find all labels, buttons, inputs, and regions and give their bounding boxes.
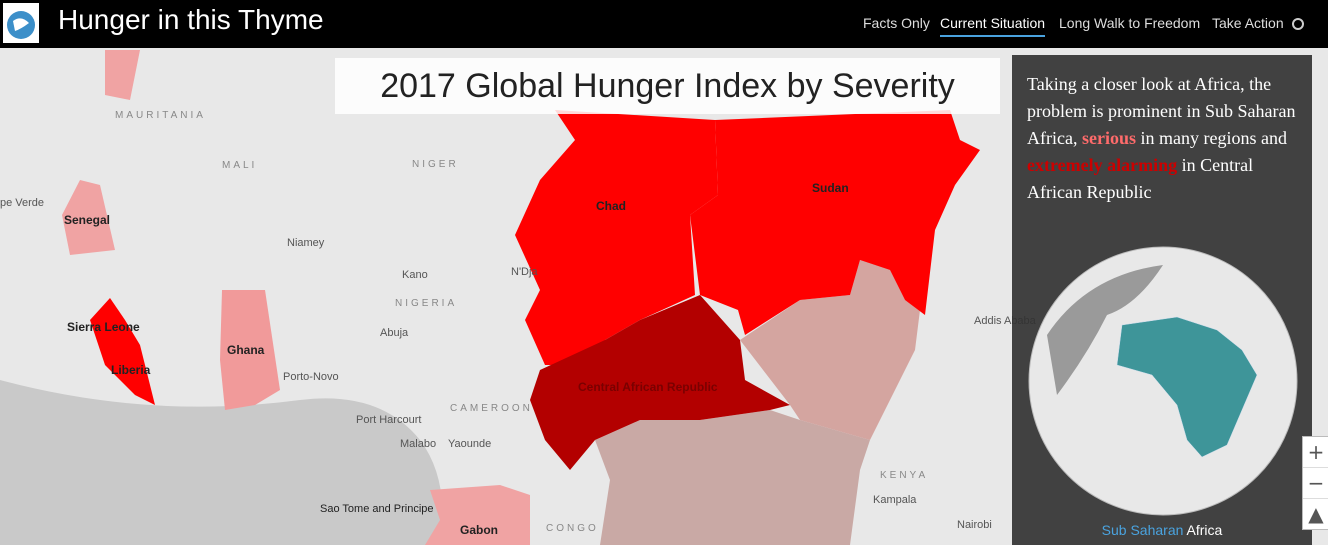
zoom-out[interactable]: − bbox=[1303, 468, 1328, 499]
map-label: Central African Republic bbox=[578, 380, 718, 394]
map-label: Porto-Novo bbox=[283, 371, 339, 383]
map-label: Ghana bbox=[227, 343, 265, 357]
map-label: Gabon bbox=[460, 523, 498, 537]
map-label: Yaounde bbox=[448, 438, 492, 450]
map-label: Sierra Leone bbox=[67, 320, 140, 334]
region-shape bbox=[1116, 316, 1258, 458]
map-label: MALI bbox=[222, 160, 258, 171]
site-title: Hunger in this Thyme bbox=[58, 4, 324, 35]
map-label: CAMEROON bbox=[450, 403, 533, 414]
country-shape bbox=[530, 295, 790, 470]
map-label: MAURITANIA bbox=[115, 110, 206, 121]
header: Hunger in this Thyme Facts Only Current … bbox=[0, 0, 1328, 48]
text: in many regions and bbox=[1135, 128, 1287, 148]
map-label: CONGO bbox=[546, 523, 599, 534]
ocean bbox=[0, 380, 443, 545]
map-label: Nairobi bbox=[957, 519, 992, 531]
map-label: Kano bbox=[402, 269, 428, 281]
text: in Central African Republic bbox=[1027, 155, 1254, 202]
map-label: Kampala bbox=[873, 494, 917, 506]
map-label: Abuja bbox=[380, 327, 409, 339]
nav-link[interactable]: Facts Only bbox=[863, 15, 930, 31]
country-shape bbox=[90, 298, 155, 405]
map-label: Niamey bbox=[287, 237, 325, 249]
map-title: 2017 Global Hunger Index by Severity bbox=[335, 58, 1000, 114]
country-shape bbox=[595, 410, 870, 545]
map-label: Malabo bbox=[400, 438, 437, 450]
highlight: serious bbox=[1081, 128, 1136, 148]
text: Taking a closer look at Africa, the prob… bbox=[1027, 74, 1296, 148]
map-label: NIGER bbox=[412, 159, 459, 170]
map-label: Chad bbox=[596, 199, 626, 213]
country-shape bbox=[425, 485, 530, 545]
map-label: N'Dja bbox=[511, 266, 538, 278]
country-shape bbox=[105, 50, 140, 100]
country-shape bbox=[220, 290, 280, 410]
side-panel: Taking a closer look at Africa, the prob… bbox=[1012, 55, 1312, 545]
country-shape bbox=[515, 110, 718, 365]
map-label: Senegal bbox=[64, 213, 111, 227]
zoom-in[interactable]: + bbox=[1303, 437, 1328, 468]
nav-link[interactable]: Long Walk to Freedom bbox=[1059, 15, 1201, 31]
share-icon[interactable] bbox=[1290, 16, 1306, 32]
country-shape bbox=[62, 180, 115, 255]
globe bbox=[1028, 246, 1298, 516]
country-shape bbox=[740, 260, 920, 440]
nav-link[interactable]: Take Action bbox=[1212, 15, 1284, 31]
map-label: Liberia bbox=[111, 363, 151, 377]
logo-icon bbox=[7, 11, 35, 39]
map-label: Port Harcourt bbox=[356, 414, 422, 426]
map-label: Sao Tome and Principe bbox=[320, 503, 434, 515]
caption-text: Africa bbox=[1186, 522, 1223, 538]
panel-text: Taking a closer look at Africa, the prob… bbox=[1027, 71, 1305, 206]
caption-link[interactable]: Sub Saharan bbox=[1101, 522, 1184, 538]
map-label: pe Verde bbox=[0, 197, 45, 209]
land-shape bbox=[1047, 265, 1163, 395]
map-label: NIGERIA bbox=[395, 298, 458, 309]
map-label: Sudan bbox=[812, 181, 849, 195]
globe-caption: Sub Saharan Africa bbox=[1012, 522, 1312, 538]
nav-link[interactable]: Current Situation bbox=[940, 15, 1046, 37]
zoom-control: + − ▲ bbox=[1302, 436, 1328, 530]
highlight: extremely alarming bbox=[1027, 155, 1178, 175]
logo[interactable] bbox=[3, 3, 39, 43]
map-label: KENYA bbox=[880, 470, 929, 481]
compass[interactable]: ▲ bbox=[1308, 502, 1324, 526]
country-shape bbox=[690, 110, 980, 335]
